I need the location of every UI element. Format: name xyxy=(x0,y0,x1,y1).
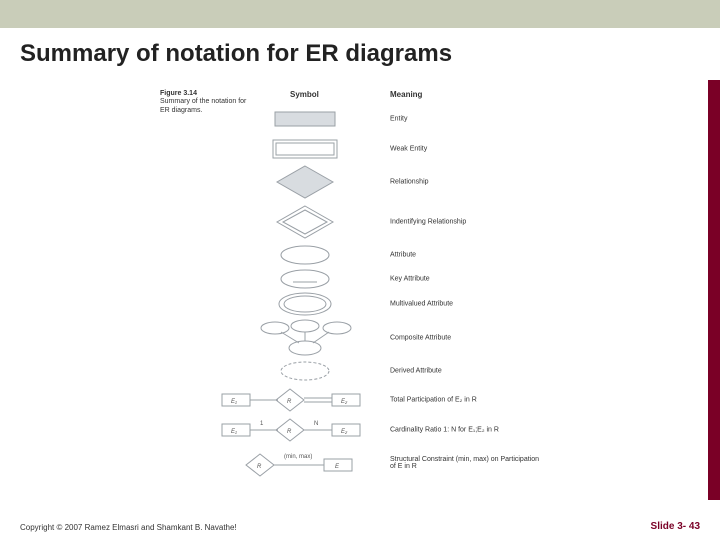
symbol-multivalued-attribute xyxy=(255,292,375,316)
column-header-symbol: Symbol xyxy=(290,90,319,99)
symbol-cardinality: E₁ 1 R N E₂ xyxy=(220,416,380,444)
notation-row: E₁ R E₂ Total Participation of E₂ in R xyxy=(160,386,590,414)
topbar xyxy=(0,0,720,28)
symbol-attribute xyxy=(255,244,375,266)
notation-row: Attribute xyxy=(160,244,590,266)
label-e1: E₁ xyxy=(231,399,237,405)
label-r: R xyxy=(287,399,292,405)
label-card-left: 1 xyxy=(260,421,264,427)
meaning-label: Key Attribute xyxy=(390,276,430,283)
notation-row: Weak Entity xyxy=(160,134,590,164)
notation-row: Indentifying Relationship xyxy=(160,204,590,240)
symbol-composite-attribute xyxy=(255,318,375,358)
meaning-label: Total Participation of E₂ in R xyxy=(390,397,477,404)
meaning-label: Indentifying Relationship xyxy=(390,219,466,226)
notation-row: Derived Attribute xyxy=(160,360,590,382)
meaning-label: Derived Attribute xyxy=(390,368,442,375)
label-r: R xyxy=(257,464,262,470)
symbol-derived-attribute xyxy=(255,360,375,382)
label-card-right: N xyxy=(314,421,318,427)
slide: Summary of notation for ER diagrams Figu… xyxy=(0,0,720,540)
copyright-text: Copyright © 2007 Ramez Elmasri and Shamk… xyxy=(20,523,237,532)
notation-row: Entity xyxy=(160,104,590,134)
label-constraint: (min, max) xyxy=(284,454,312,460)
symbol-structural-constraint: R (min, max) E xyxy=(240,446,380,480)
footer: Copyright © 2007 Ramez Elmasri and Shamk… xyxy=(0,514,720,532)
label-e: E xyxy=(335,464,340,470)
label-e1: E₁ xyxy=(231,429,237,435)
figure-number: Figure 3.14 xyxy=(160,90,197,97)
slide-title: Summary of notation for ER diagrams xyxy=(20,40,452,68)
meaning-label: Weak Entity xyxy=(390,146,427,153)
slide-number: Slide 3- 43 xyxy=(651,521,700,532)
notation-row: E₁ 1 R N E₂ Cardinality Ratio 1: N for E… xyxy=(160,416,590,444)
meaning-label: Relationship xyxy=(390,179,429,186)
notation-row: Relationship xyxy=(160,164,590,200)
notation-row: R (min, max) E Structural Constraint (mi… xyxy=(160,446,590,480)
meaning-label: Cardinality Ratio 1: N for E₁;E₂ in R xyxy=(390,427,499,434)
symbol-entity xyxy=(255,104,375,134)
figure-content: Figure 3.14 Summary of the notation for … xyxy=(160,90,590,490)
symbol-relationship xyxy=(255,164,375,200)
meaning-label: Composite Attribute xyxy=(390,335,451,342)
symbol-total-participation: E₁ R E₂ xyxy=(220,386,380,414)
accent-sidebar xyxy=(708,80,720,500)
meaning-label: Attribute xyxy=(390,252,416,259)
symbol-identifying-relationship xyxy=(255,204,375,240)
label-e2: E₂ xyxy=(341,399,348,405)
label-e2: E₂ xyxy=(341,429,348,435)
meaning-label: Entity xyxy=(390,116,408,123)
notation-row: Multivalued Attribute xyxy=(160,292,590,316)
meaning-label: Multivalued Attribute xyxy=(390,301,453,308)
notation-row: Composite Attribute xyxy=(160,318,590,358)
notation-row: Key Attribute xyxy=(160,268,590,290)
symbol-key-attribute xyxy=(255,268,375,290)
meaning-label: Structural Constraint (min, max) on Part… xyxy=(390,456,540,470)
column-header-meaning: Meaning xyxy=(390,90,422,99)
label-r: R xyxy=(287,429,292,435)
symbol-weak-entity xyxy=(255,134,375,164)
